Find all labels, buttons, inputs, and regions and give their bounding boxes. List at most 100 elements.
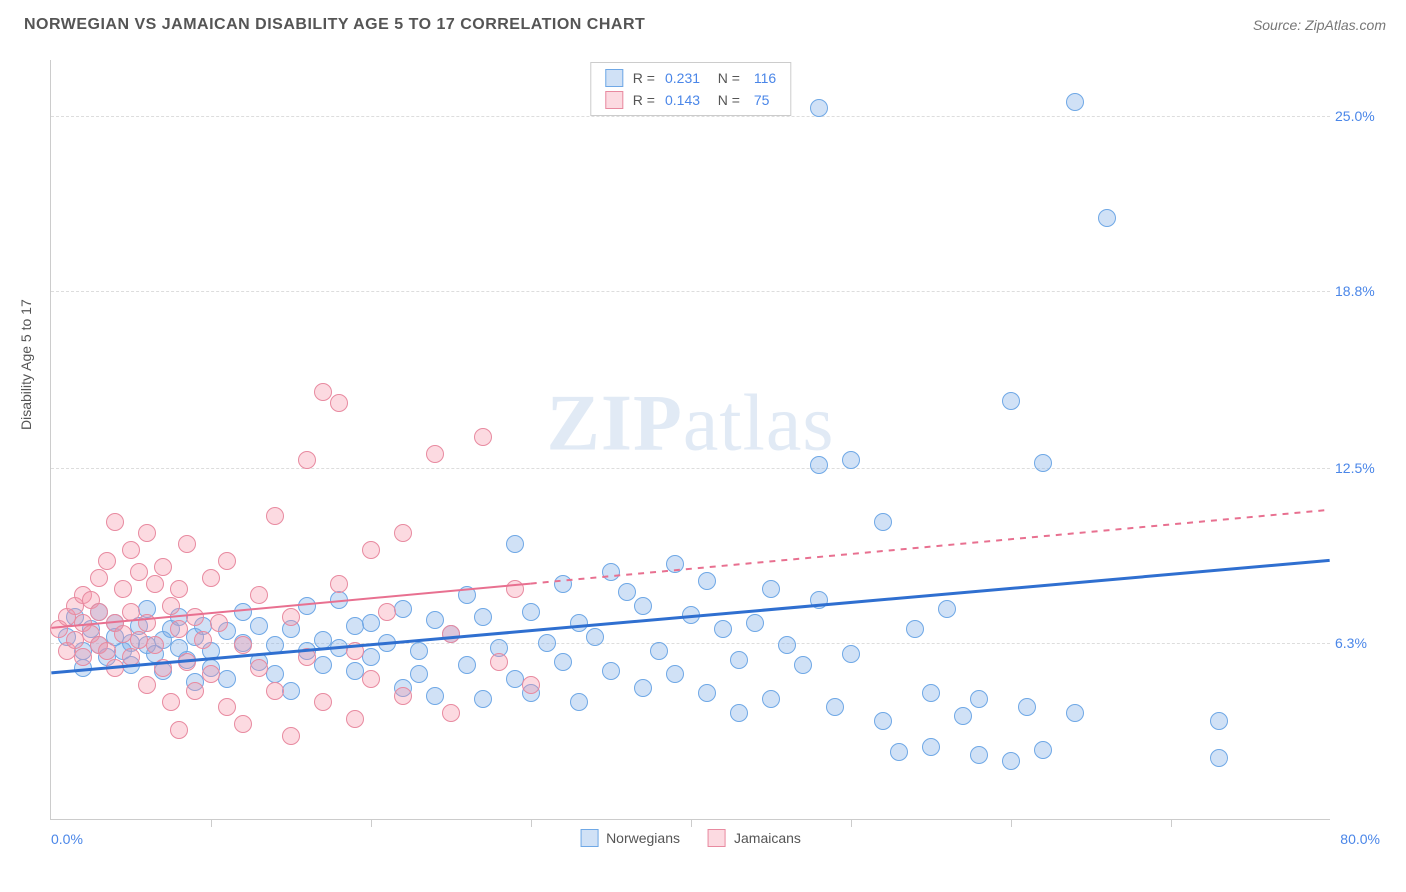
scatter-point-jamaicans [122, 603, 140, 621]
scatter-point-norwegians [906, 620, 924, 638]
scatter-point-norwegians [874, 513, 892, 531]
scatter-point-jamaicans [442, 704, 460, 722]
x-tick [211, 819, 212, 827]
scatter-point-jamaicans [378, 603, 396, 621]
scatter-point-norwegians [842, 451, 860, 469]
scatter-point-norwegians [794, 656, 812, 674]
scatter-point-jamaicans [178, 653, 196, 671]
scatter-point-jamaicans [522, 676, 540, 694]
scatter-point-norwegians [1034, 454, 1052, 472]
scatter-point-jamaicans [362, 670, 380, 688]
scatter-point-jamaicans [138, 614, 156, 632]
y-axis-title: Disability Age 5 to 17 [18, 299, 34, 430]
source-attribution: Source: ZipAtlas.com [1253, 17, 1386, 33]
scatter-point-norwegians [1002, 752, 1020, 770]
scatter-point-norwegians [234, 603, 252, 621]
legend-swatch-jamaicans [708, 829, 726, 847]
x-axis-max-label: 80.0% [1340, 831, 1380, 847]
scatter-point-norwegians [826, 698, 844, 716]
scatter-point-norwegians [634, 597, 652, 615]
trend-line-jamaicans-dashed [531, 510, 1330, 584]
scatter-point-jamaicans [122, 648, 140, 666]
scatter-point-norwegians [570, 693, 588, 711]
scatter-point-norwegians [922, 738, 940, 756]
r-label: R = [633, 70, 655, 86]
scatter-point-jamaicans [130, 563, 148, 581]
scatter-point-norwegians [1002, 392, 1020, 410]
scatter-point-jamaicans [202, 665, 220, 683]
x-tick [691, 819, 692, 827]
scatter-point-jamaicans [178, 535, 196, 553]
scatter-point-jamaicans [314, 693, 332, 711]
scatter-point-norwegians [458, 656, 476, 674]
scatter-point-norwegians [874, 712, 892, 730]
legend-item-jamaicans: Jamaicans [708, 829, 801, 847]
scatter-point-jamaicans [90, 603, 108, 621]
scatter-point-jamaicans [282, 727, 300, 745]
scatter-point-norwegians [762, 580, 780, 598]
scatter-point-jamaicans [314, 383, 332, 401]
scatter-point-norwegians [730, 704, 748, 722]
scatter-point-jamaicans [234, 636, 252, 654]
scatter-point-jamaicans [194, 631, 212, 649]
scatter-point-jamaicans [138, 676, 156, 694]
scatter-point-jamaicans [474, 428, 492, 446]
r-value-jamaicans: 0.143 [665, 92, 700, 108]
legend-swatch-norwegians [580, 829, 598, 847]
series-legend: NorwegiansJamaicans [580, 829, 801, 847]
scatter-point-jamaicans [154, 659, 172, 677]
x-tick [371, 819, 372, 827]
scatter-point-jamaicans [250, 659, 268, 677]
scatter-point-norwegians [970, 746, 988, 764]
scatter-point-norwegians [1210, 712, 1228, 730]
scatter-point-jamaicans [346, 710, 364, 728]
scatter-point-jamaicans [266, 682, 284, 700]
watermark: ZIPatlas [547, 379, 835, 470]
scatter-point-norwegians [602, 563, 620, 581]
scatter-point-norwegians [778, 636, 796, 654]
scatter-point-norwegians [410, 642, 428, 660]
scatter-point-norwegians [714, 620, 732, 638]
scatter-point-norwegians [218, 670, 236, 688]
scatter-point-norwegians [554, 653, 572, 671]
scatter-point-norwegians [346, 617, 364, 635]
scatter-point-norwegians [922, 684, 940, 702]
x-tick [531, 819, 532, 827]
gridline [51, 468, 1330, 469]
scatter-point-jamaicans [298, 648, 316, 666]
scatter-point-jamaicans [186, 682, 204, 700]
scatter-point-jamaicans [162, 693, 180, 711]
scatter-point-norwegians [1034, 741, 1052, 759]
scatter-point-norwegians [762, 690, 780, 708]
scatter-point-jamaicans [394, 687, 412, 705]
chart-header: NORWEGIAN VS JAMAICAN DISABILITY AGE 5 T… [0, 0, 1406, 50]
scatter-point-jamaicans [250, 586, 268, 604]
scatter-point-norwegians [522, 603, 540, 621]
scatter-point-norwegians [810, 456, 828, 474]
scatter-point-jamaicans [426, 445, 444, 463]
correlation-legend: R =0.231 N = 116R =0.143 N = 75 [590, 62, 791, 116]
scatter-point-norwegians [586, 628, 604, 646]
scatter-point-jamaicans [490, 653, 508, 671]
scatter-point-norwegians [570, 614, 588, 632]
scatter-point-jamaicans [202, 569, 220, 587]
scatter-point-jamaicans [346, 642, 364, 660]
legend-stat-row-norwegians: R =0.231 N = 116 [605, 67, 776, 89]
scatter-point-jamaicans [186, 608, 204, 626]
scatter-point-norwegians [474, 690, 492, 708]
y-tick-label: 25.0% [1335, 108, 1395, 124]
scatter-point-norwegians [650, 642, 668, 660]
y-tick-label: 12.5% [1335, 460, 1395, 476]
scatter-point-norwegians [618, 583, 636, 601]
scatter-point-norwegians [954, 707, 972, 725]
scatter-point-norwegians [746, 614, 764, 632]
scatter-point-norwegians [394, 600, 412, 618]
scatter-point-jamaicans [330, 575, 348, 593]
scatter-point-jamaicans [282, 608, 300, 626]
scatter-point-norwegians [506, 535, 524, 553]
n-value-jamaicans: 75 [750, 92, 769, 108]
x-tick [1171, 819, 1172, 827]
legend-stat-row-jamaicans: R =0.143 N = 75 [605, 89, 776, 111]
scatter-point-jamaicans [90, 569, 108, 587]
scatter-point-norwegians [666, 555, 684, 573]
